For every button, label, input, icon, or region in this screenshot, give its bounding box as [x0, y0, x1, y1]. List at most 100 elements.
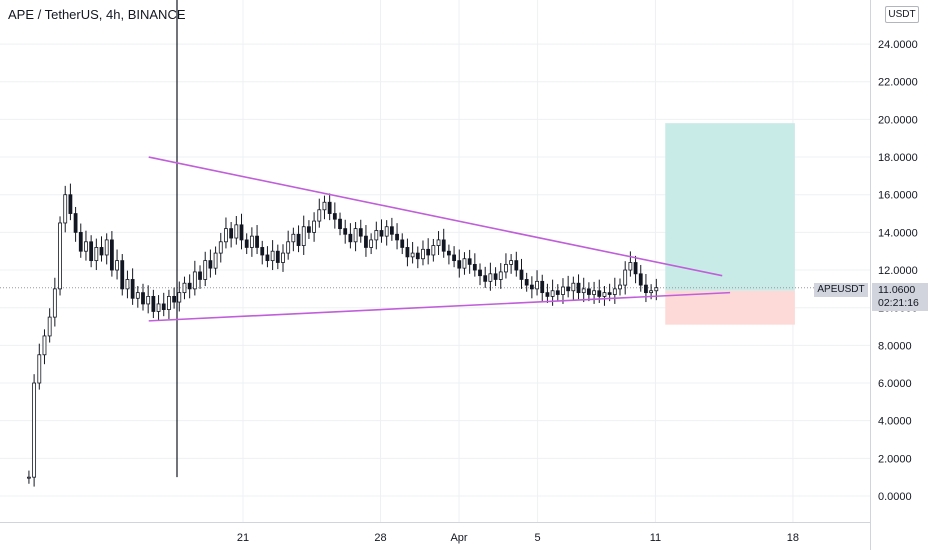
- x-tick-label: 18: [787, 532, 799, 544]
- candle-body: [410, 252, 415, 258]
- candle-body: [426, 248, 431, 256]
- candle-body: [566, 286, 571, 292]
- candle-body: [172, 296, 177, 303]
- candle-body: [255, 235, 259, 248]
- candle-body: [42, 335, 47, 356]
- x-tick-label: Apr: [450, 532, 467, 544]
- candle-body: [389, 226, 394, 235]
- candle-body: [447, 250, 451, 256]
- candle-body: [602, 292, 607, 297]
- candle-body: [415, 252, 420, 260]
- candle-body: [218, 241, 223, 254]
- candle-body: [58, 222, 62, 290]
- candle-body: [457, 260, 462, 269]
- y-tick-label: 6.0000: [878, 378, 912, 390]
- candle-body: [519, 269, 524, 280]
- y-tick-label: 4.0000: [878, 416, 912, 428]
- trendline-lower: [148, 291, 731, 322]
- candle-body: [555, 290, 560, 295]
- candle-body: [483, 275, 488, 282]
- chart-title: APE / TetherUS, 4h, BINANCE: [8, 7, 186, 22]
- candle-body: [192, 271, 197, 290]
- candle-body: [135, 292, 140, 299]
- candle-body: [84, 241, 88, 252]
- candle-body: [498, 271, 503, 280]
- candle-body: [296, 233, 301, 246]
- candle-body: [452, 254, 456, 262]
- y-tick-label: 2.0000: [878, 453, 912, 465]
- candle-body: [161, 303, 166, 310]
- y-tick-label: 14.0000: [878, 227, 918, 239]
- y-tick-label: 12.0000: [878, 265, 918, 277]
- candle-body: [130, 279, 135, 299]
- candle-body: [182, 282, 187, 294]
- symbol-price-label: APEUSDT: [814, 283, 868, 297]
- candle-body: [524, 279, 529, 286]
- trendline-upper: [148, 156, 723, 277]
- y-tick-label: 18.0000: [878, 152, 918, 164]
- y-tick-label: 16.0000: [878, 190, 918, 202]
- candle-body: [104, 239, 109, 256]
- candle-body: [633, 262, 638, 275]
- candle-body: [592, 290, 596, 295]
- candle-body: [286, 241, 291, 254]
- candle-body: [535, 280, 539, 290]
- candle-body: [281, 252, 285, 263]
- candle-body: [167, 296, 171, 310]
- candle-body: [348, 233, 353, 243]
- candle-body: [576, 282, 581, 294]
- candle-body: [504, 263, 508, 273]
- candle-body: [488, 273, 493, 282]
- candle-body: [37, 354, 42, 384]
- candle-body: [586, 288, 591, 295]
- currency-unit-button[interactable]: USDT: [885, 6, 919, 23]
- candle-body: [623, 269, 628, 286]
- candle-body: [244, 239, 249, 248]
- candle-body: [332, 213, 337, 220]
- candle-body: [431, 245, 436, 256]
- candle-body: [234, 224, 239, 239]
- candle-body: [384, 226, 389, 237]
- candle-body: [198, 271, 202, 280]
- y-tick-label: 0.0000: [878, 491, 912, 503]
- candle-body: [99, 247, 104, 256]
- target-zone: [665, 123, 795, 291]
- candle-body: [395, 233, 399, 241]
- candle-body: [52, 288, 57, 318]
- y-tick-label: 22.0000: [878, 77, 918, 89]
- candle-body: [545, 292, 550, 297]
- candle-body: [32, 382, 37, 478]
- candle-body: [478, 269, 482, 277]
- candle-body: [177, 292, 182, 303]
- candle-body: [364, 235, 368, 248]
- candle-body: [529, 284, 534, 290]
- candle-body: [550, 290, 555, 297]
- x-tick-label: 5: [535, 532, 541, 544]
- last-price-tag: 11.0600 02:21:16: [872, 283, 928, 311]
- candle-body: [374, 230, 379, 241]
- candle-body: [317, 209, 322, 222]
- x-tick-label: 11: [650, 532, 661, 544]
- candle-body: [270, 250, 275, 262]
- candle-body: [94, 247, 99, 262]
- candle-body: [312, 220, 316, 233]
- candle-body: [115, 260, 119, 271]
- candle-body: [353, 228, 358, 243]
- candle-body: [343, 228, 348, 235]
- candle-body: [120, 260, 125, 290]
- candle-body: [607, 292, 612, 295]
- candle-body: [265, 254, 270, 262]
- stop-zone: [665, 290, 795, 325]
- candle-body: [581, 288, 586, 294]
- candle-body: [291, 233, 296, 243]
- candle-body: [540, 280, 545, 294]
- candle-body: [156, 303, 161, 312]
- candle-body: [73, 213, 78, 233]
- candle-body: [63, 194, 68, 224]
- candle-body: [472, 263, 477, 271]
- candle-body: [571, 282, 576, 292]
- candle-body: [612, 288, 617, 295]
- candle-body: [125, 279, 130, 290]
- bar-countdown: 02:21:16: [878, 297, 919, 309]
